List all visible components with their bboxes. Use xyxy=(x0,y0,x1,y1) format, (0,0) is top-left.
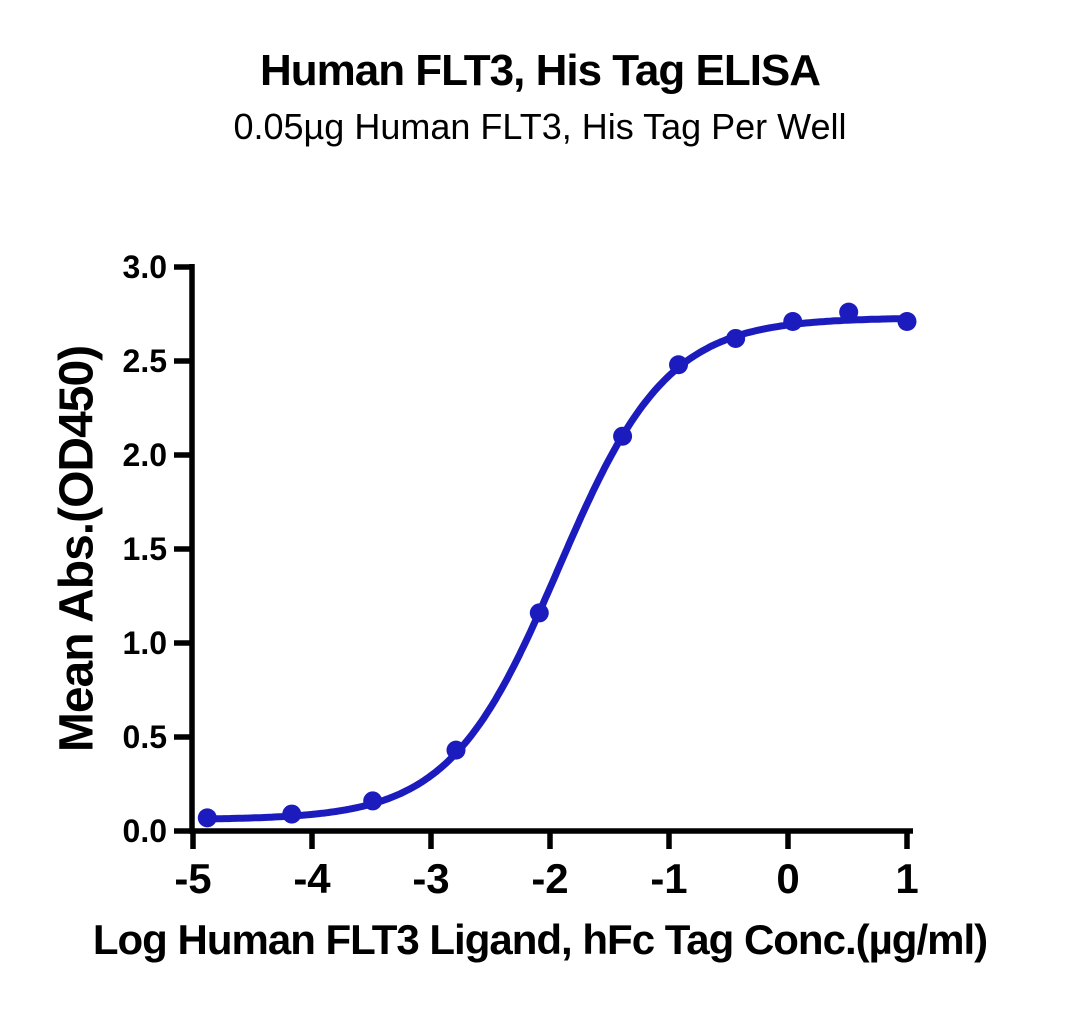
data-point xyxy=(613,426,633,446)
x-tick-label: 1 xyxy=(895,855,918,902)
chart-title: Human FLT3, His Tag ELISA xyxy=(259,46,821,95)
x-tick-label: -5 xyxy=(174,855,211,902)
x-tick-label: -1 xyxy=(650,855,687,902)
data-point xyxy=(363,791,383,811)
data-point xyxy=(282,804,302,824)
x-tick-label: 0 xyxy=(776,855,799,902)
data-point xyxy=(529,603,549,623)
y-tick-label: 2.5 xyxy=(123,343,167,379)
y-tick-label: 3.0 xyxy=(123,249,167,285)
data-point xyxy=(897,312,917,332)
data-point xyxy=(446,740,466,760)
x-axis-label: Log Human FLT3 Ligand, hFc Tag Conc.(µg/… xyxy=(92,916,988,963)
data-point xyxy=(783,312,803,332)
data-point xyxy=(839,302,859,322)
x-tick-label: -2 xyxy=(531,855,568,902)
y-tick-label: 1.5 xyxy=(123,531,167,567)
chart-subtitle: 0.05µg Human FLT3, His Tag Per Well xyxy=(233,106,847,147)
y-tick-label: 1.0 xyxy=(123,625,167,661)
data-point xyxy=(197,808,217,828)
y-tick-label: 0.5 xyxy=(123,719,167,755)
fit-curve xyxy=(203,315,911,823)
y-tick-label: 0.0 xyxy=(123,813,167,849)
x-tick-label: -4 xyxy=(293,855,331,902)
x-tick-label: -3 xyxy=(412,855,449,902)
data-point xyxy=(669,355,689,375)
y-tick-label: 2.0 xyxy=(123,437,167,473)
data-point xyxy=(726,328,746,348)
